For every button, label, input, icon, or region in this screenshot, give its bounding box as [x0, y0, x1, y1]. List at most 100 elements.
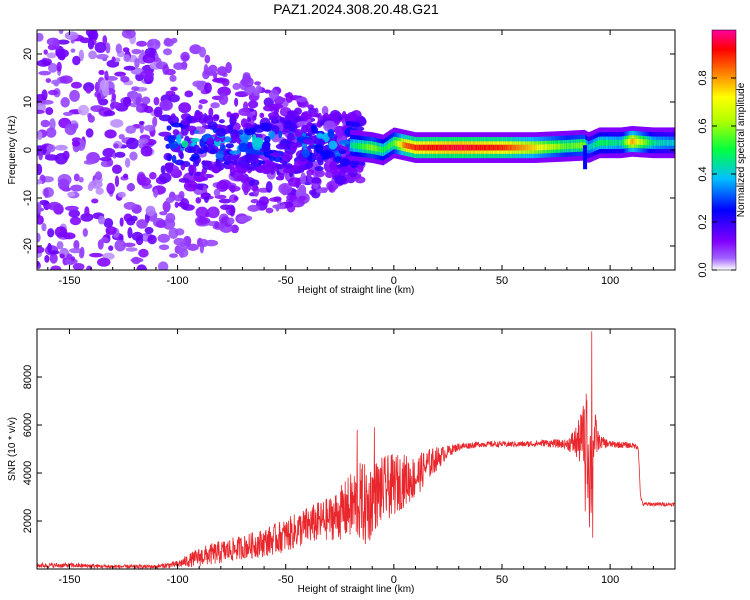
- spectrogram-ridge-segment: [487, 144, 490, 151]
- spectrogram-blob: [313, 138, 320, 145]
- spectrogram-ridge-segment: [581, 142, 583, 149]
- spectrogram-blob: [192, 160, 200, 167]
- spectrogram-blob: [280, 203, 286, 209]
- spectrogram-blob: [215, 127, 227, 137]
- spectrogram-blob: [135, 96, 142, 107]
- spectrogram-ridge-segment: [652, 139, 655, 146]
- spectrogram-ridge-segment: [390, 141, 392, 148]
- spectrogram-ridge-segment: [557, 143, 560, 150]
- spectrogram-ridge-segment: [503, 144, 505, 151]
- spectrogram-blob: [255, 84, 262, 94]
- spectrogram-blob: [37, 59, 51, 67]
- spectrogram-ridge-segment: [494, 144, 496, 151]
- spectrogram-blob: [241, 181, 252, 193]
- spectrogram-blob: [314, 169, 326, 178]
- spectrogram-blob: [122, 96, 132, 107]
- spectrogram-blob: [178, 102, 192, 114]
- spectrogram-ridge-segment: [614, 139, 617, 146]
- spectrogram-blob: [284, 163, 293, 170]
- spectrogram-ridge-segment: [632, 138, 635, 145]
- spectrogram-ridge-segment: [412, 144, 414, 150]
- spectrogram-blob: [46, 37, 60, 46]
- spectrogram-ridge-segment: [609, 139, 612, 146]
- spectrogram-blob: [201, 193, 211, 198]
- spectrogram-ridge-segment: [457, 144, 460, 151]
- spectrogram-ridge-segment: [514, 144, 517, 151]
- spectrogram-x-tick-label: -50: [278, 275, 294, 287]
- spectrogram-blob: [197, 217, 211, 224]
- spectrogram-ridge-segment: [490, 144, 492, 151]
- spectrogram-blob: [147, 234, 157, 245]
- spectrogram-y-tick-label: -10: [22, 190, 34, 206]
- spectrogram-blob: [137, 138, 149, 145]
- spectrogram-blob: [244, 122, 253, 129]
- spectrogram-blob: [113, 143, 119, 149]
- spectrogram-ridge-segment: [356, 143, 359, 149]
- colorbar-label: Normalized spectral amplitude: [736, 82, 747, 217]
- spectrogram-blob: [41, 223, 47, 232]
- spectrogram-ridge-segment: [534, 144, 536, 151]
- spectrogram-blob: [346, 120, 357, 127]
- spectrogram-ridge-segment: [366, 144, 369, 150]
- spectrogram-ridge-segment: [401, 141, 404, 148]
- spectrogram-ridge-segment: [649, 139, 652, 146]
- spectrogram-ridge-segment: [657, 139, 660, 146]
- spectrogram-ridge-segment: [508, 144, 511, 151]
- spectrogram-ridge-segment: [413, 144, 416, 151]
- spectrogram-blob: [275, 164, 285, 170]
- spectrogram-blob: [244, 163, 257, 170]
- spectrogram-ridge-segment: [670, 139, 673, 146]
- spectrogram-ridge-segment: [424, 144, 426, 151]
- spectrogram-blob: [229, 150, 241, 155]
- spectrogram-ridge-segment: [465, 144, 468, 151]
- spectrogram-ridge-segment: [405, 142, 408, 149]
- spectrogram-ridge-segment: [551, 143, 553, 150]
- spectrogram-ridge-segment: [522, 144, 525, 151]
- spectrogram-ridge-segment: [474, 144, 477, 151]
- spectrogram-ridge-segment: [596, 140, 599, 147]
- spectrogram-ridge-segment: [468, 144, 470, 151]
- spectrogram-blob: [238, 156, 248, 161]
- spectrogram-blob: [85, 128, 94, 138]
- spectrogram-ridge-segment: [642, 139, 644, 145]
- spectrogram-ridge-segment: [521, 144, 523, 151]
- spectrogram-blob: [178, 191, 185, 199]
- spectrogram-blob: [339, 166, 350, 174]
- spectrogram-ridge-segment: [622, 139, 625, 146]
- spectrogram-blob: [123, 54, 131, 63]
- spectrogram-blob: [207, 206, 220, 219]
- spectrogram-blob: [330, 166, 341, 175]
- spectrogram-ridge-segment: [588, 144, 591, 151]
- spectrogram-ridge-segment: [658, 139, 661, 146]
- spectrogram-ridge-segment: [421, 144, 424, 151]
- spectrogram-ridge-segment: [608, 139, 610, 146]
- spectrogram-ridge-segment: [389, 142, 391, 149]
- spectrogram-blob: [268, 156, 276, 162]
- spectrogram-blob: [314, 166, 324, 172]
- spectrogram-blob: [300, 172, 307, 185]
- spectrogram-blob: [289, 142, 298, 152]
- spectrogram-blob: [144, 75, 152, 82]
- spectrogram-blob: [53, 81, 59, 87]
- spectrogram-blob: [154, 39, 160, 47]
- spectrogram-ridge-segment: [486, 144, 488, 151]
- spectrogram-ridge-segment: [668, 139, 670, 146]
- spectrogram-ridge-segment: [426, 144, 429, 151]
- spectrogram-blob: [162, 48, 173, 56]
- spectrogram-ridge-segment: [420, 144, 422, 151]
- spectrogram-blob: [213, 188, 221, 197]
- spectrogram-blob: [334, 156, 342, 162]
- spectrogram-blob: [283, 168, 295, 174]
- spectrogram-ridge-segment: [425, 144, 427, 151]
- spectrogram-ridge-segment: [464, 144, 466, 151]
- spectrogram-blob: [108, 245, 114, 251]
- spectrogram-ridge-segment: [411, 143, 413, 150]
- spectrogram-blob: [230, 132, 236, 142]
- colorbar-tick-label: 0.4: [697, 166, 709, 181]
- spectrogram-ridge-segment: [630, 138, 632, 145]
- spectrogram-blob: [102, 86, 110, 97]
- spectrogram-ridge-segment: [450, 144, 452, 151]
- spectrogram-blob: [203, 116, 211, 121]
- spectrogram-ridge-segment: [481, 144, 483, 151]
- spectrogram-blob: [96, 53, 109, 60]
